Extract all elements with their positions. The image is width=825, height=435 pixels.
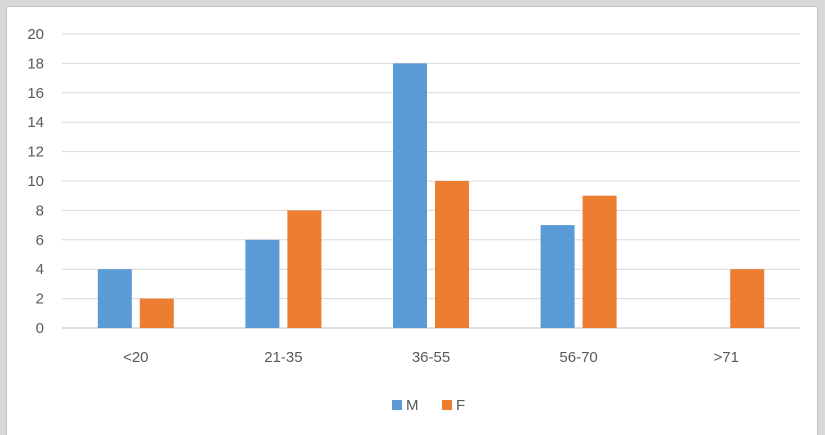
y-axis-tick-labels: 0 2 4 6 8 10 12 14 16 18 20 [27, 26, 44, 337]
bar-F-0 [139, 298, 174, 328]
legend-swatch-F [442, 400, 452, 410]
legend-label-F: F [456, 397, 465, 414]
gridlines [62, 33, 800, 329]
x-axis-category-labels: <20 21-35 36-55 56-70 >71 [123, 349, 739, 366]
bars [97, 63, 765, 329]
bar-M-0 [97, 269, 132, 328]
y-tick-label: 8 [36, 202, 44, 219]
y-tick-label: 14 [27, 114, 44, 131]
bar-F-3 [582, 195, 617, 328]
bar-F-4 [730, 269, 765, 328]
y-tick-label: 18 [27, 55, 44, 72]
y-tick-label: 12 [27, 144, 44, 161]
bar-F-2 [435, 181, 469, 328]
x-category-label: >71 [713, 349, 738, 366]
y-tick-label: 2 [36, 291, 44, 308]
y-tick-label: 16 [27, 85, 44, 102]
x-category-label: 21-35 [264, 349, 302, 366]
y-tick-label: 10 [27, 173, 44, 190]
y-tick-label: 6 [36, 232, 44, 249]
bar-M-1 [245, 239, 280, 328]
bar-F-1 [287, 210, 322, 328]
y-tick-label: 0 [36, 320, 44, 337]
x-category-label: <20 [123, 349, 148, 366]
y-tick-label: 20 [27, 26, 44, 43]
bar-M-2 [393, 63, 427, 329]
y-tick-label: 4 [36, 261, 44, 278]
legend-label-M: M [406, 397, 419, 414]
bar-M-3 [540, 225, 575, 328]
legend-swatch-M [392, 400, 402, 410]
x-category-label: 56-70 [559, 349, 597, 366]
x-category-label: 36-55 [412, 349, 450, 366]
